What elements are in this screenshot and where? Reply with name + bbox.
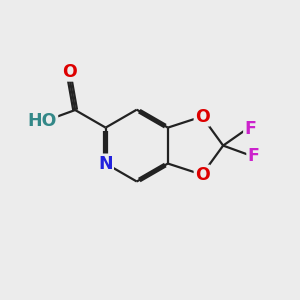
Text: F: F <box>247 147 259 165</box>
Text: F: F <box>244 120 256 138</box>
Text: N: N <box>98 154 113 172</box>
Text: O: O <box>195 166 209 184</box>
Text: O: O <box>62 63 77 81</box>
Text: HO: HO <box>28 112 57 130</box>
Text: O: O <box>195 107 209 125</box>
